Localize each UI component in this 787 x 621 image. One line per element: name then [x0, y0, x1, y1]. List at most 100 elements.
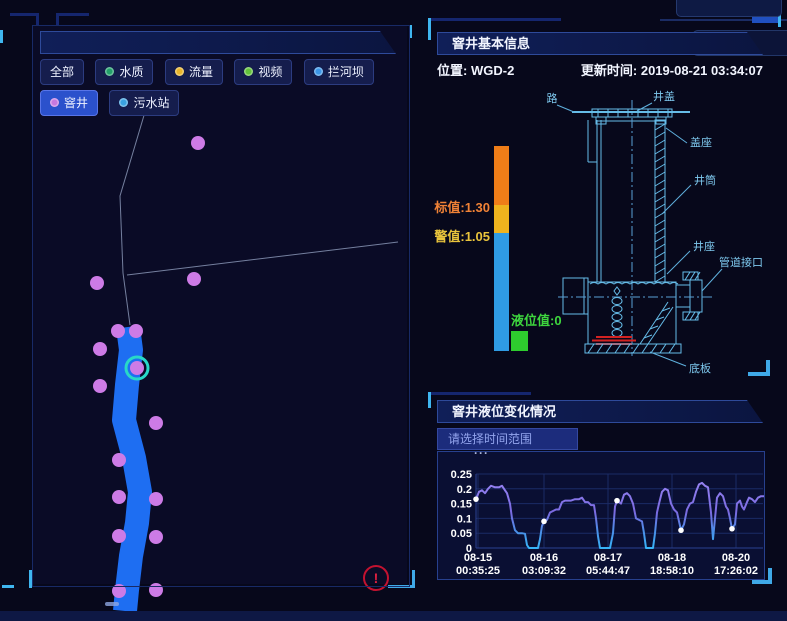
filter-dot-icon [244, 67, 254, 76]
level-gauge [494, 146, 509, 351]
map-marker[interactable] [93, 342, 107, 356]
svg-text:0.25: 0.25 [451, 469, 472, 481]
chart-line-series [473, 481, 764, 549]
frame-bracket [752, 580, 772, 584]
filter-label: 污水站 [133, 96, 170, 110]
filter-label: 视频 [258, 65, 283, 79]
chart-tick-labels: 0 0.05 0.1 0.15 0.2 0.25 08-15 00:35:25 08-16 03:… [451, 469, 758, 577]
map-marker[interactable] [187, 272, 201, 286]
update-time-label: 更新时间: [580, 63, 638, 78]
info-panel-header: 窨井基本信息 [437, 32, 763, 55]
selected-marker-ring [124, 355, 150, 381]
filter-manhole-button[interactable]: 窨井 [40, 90, 99, 116]
update-time-line: 更新时间: 2019-08-21 03:34:07 [581, 60, 763, 79]
svg-text:!: ! [374, 570, 379, 586]
filter-dot-icon [50, 98, 59, 107]
filter-dot-icon [313, 67, 323, 76]
map-marker[interactable] [149, 530, 163, 544]
diagram-label: 井盖 [653, 89, 675, 103]
filter-all-button[interactable]: 全部 [40, 59, 85, 85]
info-panel-title: 窨井基本信息 [452, 36, 531, 51]
gauge-segment [494, 205, 509, 233]
svg-text:0.15: 0.15 [451, 499, 472, 511]
map-marker[interactable] [112, 490, 126, 504]
filter-label: 窨井 [64, 96, 89, 110]
filter-label: 拦河坝 [327, 65, 364, 79]
map-marker[interactable] [129, 324, 143, 338]
svg-text:0.2: 0.2 [457, 484, 472, 496]
frame-tick [428, 392, 431, 408]
frame-bracket [2, 585, 14, 588]
diagram-label: 管道接口 [719, 255, 763, 269]
filter-video-button[interactable]: 视频 [234, 59, 293, 85]
filter-sewage-station-button[interactable]: 污水站 [109, 90, 180, 116]
svg-text:0.1: 0.1 [457, 513, 472, 525]
svg-text:0.05: 0.05 [451, 528, 472, 540]
filter-dot-icon [174, 67, 184, 76]
map-marker[interactable] [112, 529, 126, 543]
alert-icon[interactable]: ! [363, 565, 389, 591]
gauge-segment [494, 146, 509, 205]
level-chart-container: ··· 0 0.05 0.1 0.15 0.2 0.25 08-15 00:35:25 08-1… [437, 446, 765, 580]
map[interactable]: ! [33, 26, 407, 611]
filter-dot-icon [105, 67, 115, 76]
frame-bracket [412, 570, 415, 588]
frame-bracket [56, 13, 89, 26]
map-filter-bar: 全部 水质 流量 视频 拦河坝 窨井 污水站 [40, 59, 400, 121]
partial-dropdown[interactable] [676, 0, 782, 17]
liquid-level-label: 液位值:0 [511, 313, 562, 328]
river [112, 325, 152, 611]
frame-line [431, 392, 531, 395]
level-chart[interactable]: 0 0.05 0.1 0.15 0.2 0.25 08-15 00:35:25 08-16 03:… [438, 452, 764, 579]
frame-line [660, 19, 787, 21]
standard-value-label: 标值:1.30 [434, 200, 490, 215]
filter-label: 水质 [119, 65, 144, 79]
map-marker[interactable] [93, 379, 107, 393]
svg-text:0: 0 [466, 543, 472, 555]
diagram-label: 井座 [693, 239, 715, 253]
diagram-label: 井筒 [694, 173, 716, 187]
bottom-strip [0, 611, 787, 621]
map-marker[interactable] [191, 136, 205, 150]
frame-segment [752, 17, 778, 23]
frame-bracket [10, 13, 39, 26]
map-marker[interactable] [149, 492, 163, 506]
filter-label: 全部 [50, 65, 75, 79]
location-value: WGD-2 [470, 63, 515, 78]
chart-toolbox-ellipsis[interactable]: ··· [474, 446, 489, 460]
map-marker[interactable] [112, 584, 126, 598]
frame-bracket [748, 372, 770, 376]
time-range-button[interactable]: 请选择时间范围 [437, 428, 578, 450]
map-marker[interactable] [112, 453, 126, 467]
map-marker[interactable] [149, 416, 163, 430]
location-line: 位置: WGD-2 [437, 60, 514, 79]
filter-water-quality-button[interactable]: 水质 [95, 59, 154, 85]
map-marker[interactable] [90, 276, 104, 290]
liquid-level-block [511, 331, 528, 351]
filter-dot-icon [119, 98, 129, 107]
warning-value-label: 警值:1.05 [434, 229, 490, 244]
map-marker[interactable] [130, 361, 144, 375]
diagram-label: 路 [547, 92, 558, 105]
map-marker[interactable] [111, 324, 125, 338]
update-time-value: 2019-08-21 03:34:07 [640, 63, 763, 78]
filter-flow-button[interactable]: 流量 [164, 59, 223, 85]
frame-line [431, 18, 561, 21]
frame-tick [409, 25, 412, 38]
filter-label: 流量 [188, 65, 213, 79]
gauge-segment [494, 233, 509, 351]
location-label: 位置: [437, 63, 468, 78]
frame-bracket [29, 570, 32, 588]
frame-bracket [766, 360, 770, 376]
filter-dam-button[interactable]: 拦河坝 [303, 59, 374, 85]
map-panel-border [32, 25, 410, 587]
map-panel-header [40, 31, 396, 54]
chart-panel-title: 窨井液位变化情况 [452, 404, 557, 419]
chart-gridlines [476, 473, 763, 549]
frame-tick [778, 13, 781, 27]
